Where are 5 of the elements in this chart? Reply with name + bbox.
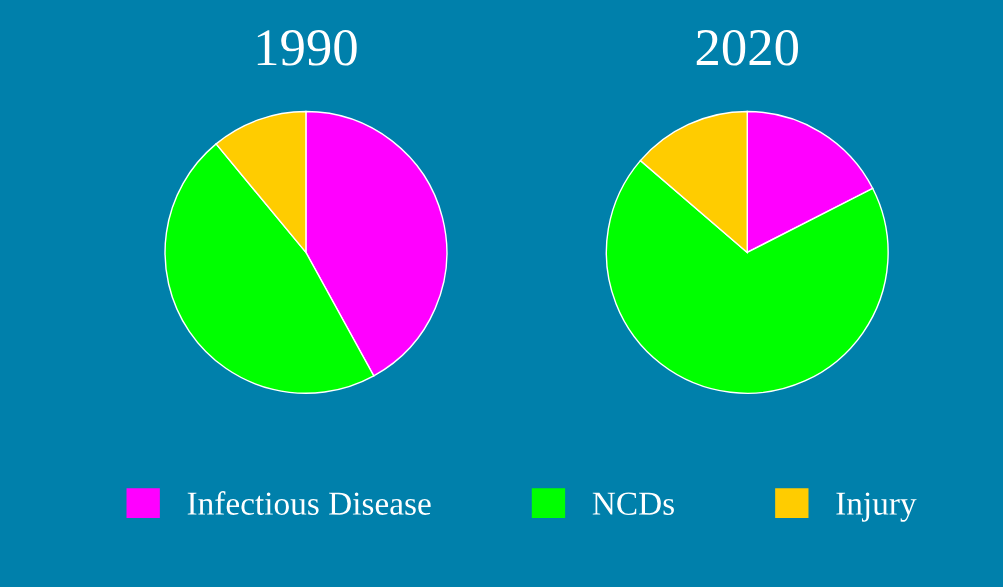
legend-label: NCDs bbox=[592, 492, 674, 515]
legend-label: Injury bbox=[836, 492, 917, 522]
chart-title: 1990 bbox=[257, 29, 357, 66]
legend-label: Infectious Disease bbox=[187, 491, 431, 515]
chart-title: 2020 bbox=[696, 29, 798, 66]
